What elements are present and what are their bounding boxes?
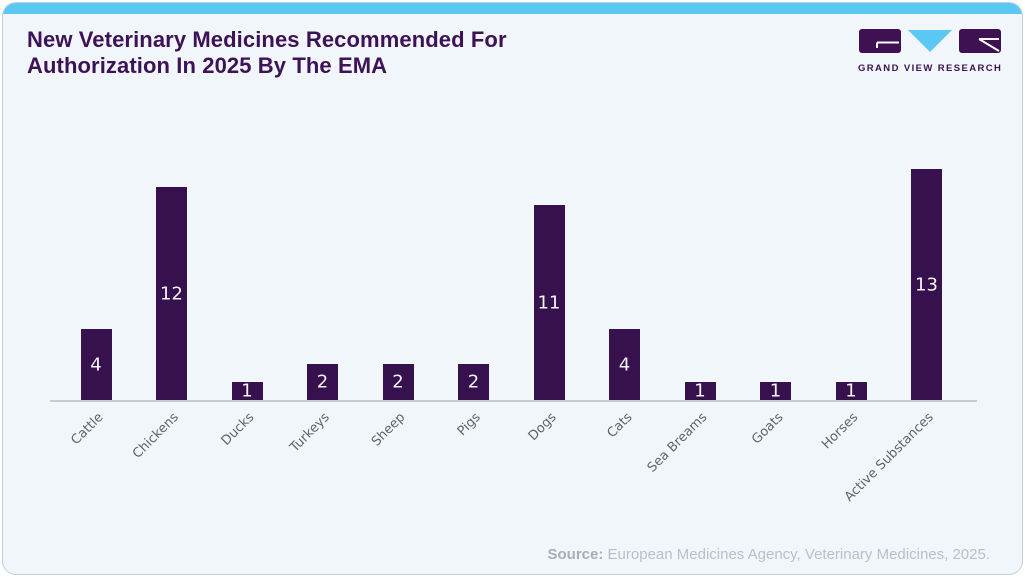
x-tick-label: Goats (748, 410, 787, 448)
x-tick-label: Cats (604, 410, 636, 442)
bar-value-label: 1 (769, 380, 782, 402)
logo-g-block (859, 29, 901, 53)
x-tick-label: Cattle (68, 410, 107, 449)
bar-chickens (156, 187, 187, 400)
bar-value-label: 4 (618, 354, 631, 375)
bar-turkeys (307, 364, 338, 400)
bar-dogs (533, 205, 565, 400)
source-text: European Medicines Agency, Veterinary Me… (607, 546, 990, 563)
x-tick-label: Ducks (218, 410, 258, 449)
x-tick-label: Horses (819, 410, 862, 453)
bar-sea-breams (684, 382, 716, 400)
x-tick-label: Chickens (130, 410, 183, 462)
bar-value-label: 2 (392, 371, 404, 393)
source-note: Source: European Medicines Agency, Veter… (548, 546, 990, 563)
top-accent-stripe (3, 3, 1022, 14)
chart-title-line1: New Veterinary Medicines Recommended For (27, 27, 507, 52)
gvr-logo-brand: GRAND VIEW RESEARCH (858, 63, 1003, 74)
x-tick-label: Sheep (369, 410, 409, 450)
logo-v-triangle (908, 30, 952, 52)
bar-chart: 4 Cattle 12 Chickens 1 Ducks 2 Turkeys 2 Sheep 2 Pi… (3, 3, 1022, 574)
bar-sheep (382, 364, 414, 400)
x-tick-label: Pigs (454, 410, 485, 440)
bar-value-label: 1 (845, 380, 857, 402)
bar-value-label: 2 (467, 371, 480, 393)
x-tick-label: Sea Breams (645, 410, 711, 476)
chart-title: New Veterinary Medicines Recommended For… (27, 27, 677, 79)
bar-active-substances (911, 169, 942, 400)
x-tick-label: Dogs (525, 410, 560, 444)
bar-goats (760, 382, 791, 400)
logo-g-glyph (876, 41, 899, 48)
bar-cats (609, 329, 640, 400)
bar-value-label: 1 (241, 380, 253, 402)
bar-value-label: 12 (160, 283, 183, 304)
bar-horses (835, 382, 867, 400)
bar-value-label: 11 (537, 292, 561, 313)
source-label: Source: (547, 546, 604, 563)
gvr-logo: GRAND VIEW RESEARCH (858, 29, 1002, 74)
x-tick-label: Turkeys (287, 410, 334, 456)
bar-pigs (458, 364, 489, 400)
gvr-logo-mark (859, 29, 1001, 53)
bar-value-label: 2 (316, 371, 329, 393)
bar-ducks (231, 382, 263, 400)
chart-title-line2: Authorization In 2025 By The EMA (27, 53, 388, 78)
logo-r-glyph (978, 38, 1000, 52)
x-axis-line (50, 400, 977, 402)
bar-value-label: 1 (694, 380, 706, 402)
bar-cattle (80, 329, 112, 400)
bar-value-label: 13 (915, 274, 938, 295)
bar-value-label: 4 (90, 354, 102, 375)
